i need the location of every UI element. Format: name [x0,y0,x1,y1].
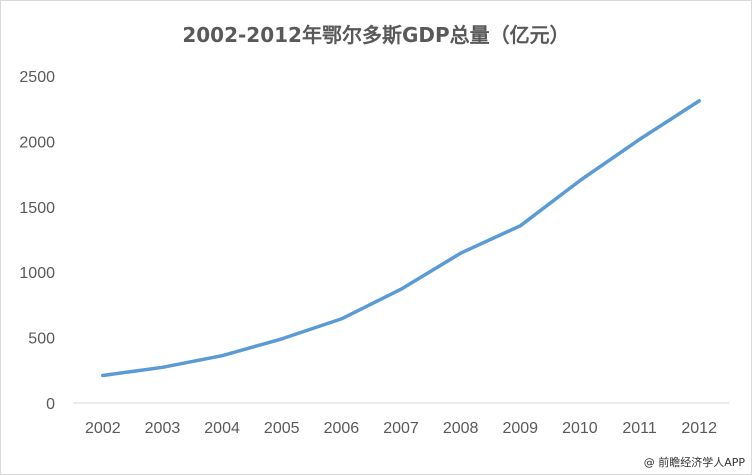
x-tick-label: 2007 [383,420,419,437]
y-tick-label: 500 [28,331,55,348]
y-tick-label: 1500 [19,200,55,217]
data-point [280,337,284,341]
y-tick-label: 0 [46,396,55,413]
x-tick-label: 2002 [85,420,121,437]
data-point [578,179,582,183]
data-point [399,287,403,291]
x-tick-label: 2008 [443,420,479,437]
y-tick-label: 2500 [19,69,55,86]
y-tick-label: 2000 [19,134,55,151]
x-tick-label: 2011 [622,420,657,437]
y-tick-label: 1000 [19,265,55,282]
data-point [339,317,343,321]
series-line [101,99,701,378]
x-tick-label: 2006 [324,420,360,437]
data-point [220,354,224,358]
x-tick-label: 2010 [562,420,598,437]
data-point [638,137,642,141]
y-axis-ticks: 0 500 1000 1500 2000 2500 [19,69,55,413]
chart-title: 2002-2012年鄂尔多斯GDP总量（亿元） [182,23,570,47]
data-point [518,224,522,228]
data-point [459,251,463,255]
x-axis-ticks: 2002 2003 2004 2005 2006 2007 2008 2009 2010 2011… [85,420,717,437]
x-tick-label: 2009 [502,420,538,437]
x-tick-label: 2005 [264,420,300,437]
x-tick-label: 2004 [204,420,240,437]
watermark: @ 前瞻经济学人APP [643,456,745,469]
series-layer [101,99,701,378]
x-tick-label: 2012 [681,420,717,437]
x-tick-label: 2003 [145,420,181,437]
data-point [101,374,105,378]
data-point [697,99,701,103]
data-point [160,365,164,369]
